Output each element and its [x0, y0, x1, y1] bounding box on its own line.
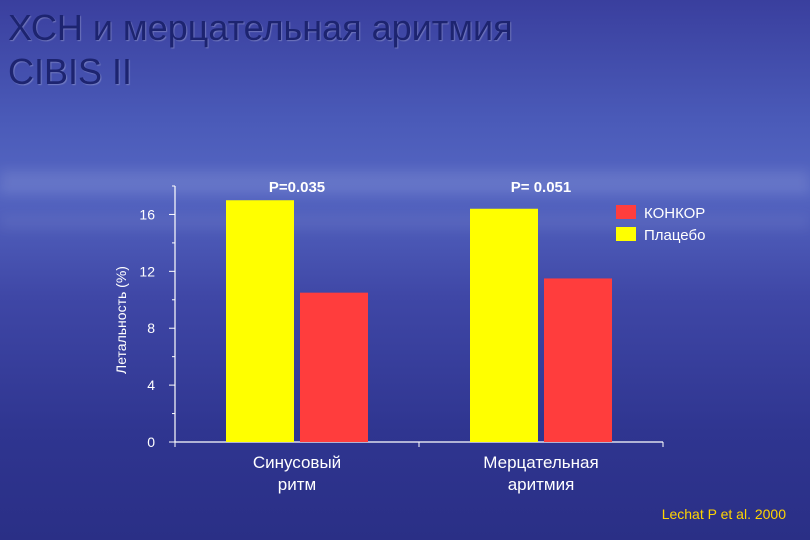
legend-label: КОНКОР	[644, 205, 705, 222]
y-tick-label: 4	[147, 377, 155, 393]
x-category-label: Мерцательная	[483, 453, 598, 472]
bar-placebo	[470, 208, 538, 442]
y-tick-label: 16	[139, 206, 155, 222]
slide-title-line1: ХСН и мерцательная аритмия	[8, 7, 513, 48]
legend-label: Плацебо	[644, 227, 705, 244]
p-value-annotation: P= 0.051	[511, 179, 571, 196]
x-category-label: ритм	[278, 475, 316, 494]
bar-konkor	[544, 278, 612, 442]
p-value-annotation: P=0.035	[269, 179, 325, 196]
y-tick-label: 0	[147, 434, 155, 450]
slide-title-line2: CIBIS II	[8, 51, 133, 92]
legend-swatch	[616, 227, 636, 241]
x-category-label: аритмия	[508, 475, 575, 494]
legend-swatch	[616, 205, 636, 219]
y-axis-label: Летальность (%)	[113, 266, 129, 374]
bar-placebo	[226, 200, 294, 442]
x-category-label: Синусовый	[253, 453, 341, 472]
y-tick-label: 8	[147, 320, 155, 336]
y-tick-label: 12	[139, 263, 155, 279]
bar-konkor	[300, 292, 368, 442]
citation: Lechat P et al. 2000	[661, 506, 786, 522]
slide-title: ХСН и мерцательная аритмия CIBIS II	[8, 6, 513, 94]
